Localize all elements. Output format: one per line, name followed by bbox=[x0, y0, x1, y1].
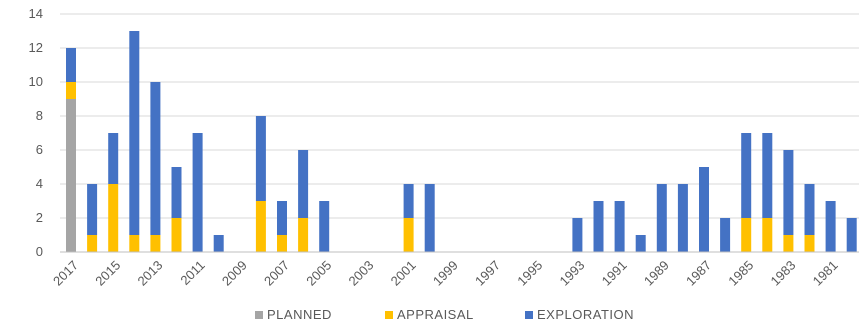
bar-exploration-1991 bbox=[614, 201, 625, 252]
y-tick-label: 10 bbox=[29, 74, 43, 89]
x-tick-label: 1987 bbox=[683, 258, 714, 289]
bar-exploration-2010 bbox=[213, 235, 224, 252]
legend-swatch-appraisal bbox=[385, 311, 393, 319]
x-tick-label: 2009 bbox=[219, 258, 250, 289]
bar-exploration-1986 bbox=[720, 218, 731, 252]
bar-appraisal-1983 bbox=[783, 235, 794, 252]
bar-appraisal-1984 bbox=[762, 218, 773, 252]
bar-exploration-2014 bbox=[129, 31, 140, 235]
bar-appraisal-2017 bbox=[66, 82, 76, 99]
y-tick-label: 12 bbox=[29, 40, 43, 55]
bar-exploration-2006 bbox=[298, 150, 309, 218]
bar-exploration-2000 bbox=[424, 184, 435, 252]
bar-appraisal-2016 bbox=[87, 235, 98, 252]
x-tick-label: 2005 bbox=[303, 258, 334, 289]
bar-appraisal-2006 bbox=[298, 218, 309, 252]
legend-label-planned: PLANNED bbox=[267, 307, 332, 322]
bar-exploration-2001 bbox=[403, 184, 414, 218]
x-tick-label: 2003 bbox=[345, 258, 376, 289]
legend-swatch-planned bbox=[255, 311, 263, 319]
x-tick-label: 1981 bbox=[810, 258, 841, 289]
x-tick-label: 1995 bbox=[514, 258, 545, 289]
bar-exploration-2017 bbox=[66, 48, 76, 82]
x-tick-label: 1983 bbox=[767, 258, 798, 289]
x-tick-label: 1999 bbox=[430, 258, 461, 289]
x-tick-label: 2017 bbox=[50, 258, 81, 289]
bar-exploration-1992 bbox=[593, 201, 604, 252]
bar-exploration-2008 bbox=[255, 116, 266, 201]
bar-appraisal-1985 bbox=[741, 218, 752, 252]
x-tick-label: 1991 bbox=[599, 258, 630, 289]
y-tick-label: 6 bbox=[36, 142, 43, 157]
bar-exploration-2005 bbox=[319, 201, 330, 252]
bar-appraisal-2014 bbox=[129, 235, 140, 252]
bar-exploration-2016 bbox=[87, 184, 98, 235]
bar-exploration-1981 bbox=[825, 201, 836, 252]
bar-exploration-2013 bbox=[150, 82, 161, 235]
y-tick-label: 4 bbox=[36, 176, 43, 191]
bar-exploration-1993 bbox=[572, 218, 583, 252]
bar-exploration-1984 bbox=[762, 133, 773, 218]
x-tick-label: 2011 bbox=[177, 258, 207, 288]
bar-appraisal-2012 bbox=[171, 218, 182, 252]
bar-exploration-1988 bbox=[677, 184, 688, 252]
bar-planned-2017 bbox=[66, 99, 76, 252]
y-tick-label: 14 bbox=[29, 6, 43, 21]
y-tick-label: 2 bbox=[36, 210, 43, 225]
bar-exploration-1982 bbox=[804, 184, 815, 235]
bar-exploration-1990 bbox=[635, 235, 646, 252]
bar-exploration-2015 bbox=[108, 133, 119, 184]
x-tick-label: 2015 bbox=[92, 258, 123, 289]
legend-label-appraisal: APPRAISAL bbox=[397, 307, 474, 322]
bar-exploration-1987 bbox=[699, 167, 709, 252]
bar-appraisal-2007 bbox=[277, 235, 287, 252]
bar-exploration-1983 bbox=[783, 150, 794, 235]
x-tick-label: 2001 bbox=[388, 258, 419, 289]
y-tick-label: 0 bbox=[36, 244, 43, 259]
x-tick-label: 1989 bbox=[641, 258, 672, 289]
bar-appraisal-2001 bbox=[403, 218, 414, 252]
x-tick-label: 2007 bbox=[261, 258, 292, 289]
bar-exploration-1980 bbox=[846, 218, 857, 252]
x-tick-label: 2013 bbox=[134, 258, 165, 289]
x-tick-label: 1993 bbox=[556, 258, 587, 289]
legend-swatch-exploration bbox=[525, 311, 533, 319]
y-tick-label: 8 bbox=[36, 108, 43, 123]
bar-exploration-2011 bbox=[192, 133, 203, 252]
legend: PLANNED APPRAISAL EXPLORATION bbox=[255, 307, 634, 322]
bar-appraisal-2008 bbox=[255, 201, 266, 252]
bars bbox=[66, 31, 857, 252]
x-tick-label: 1985 bbox=[725, 258, 756, 289]
bar-appraisal-1982 bbox=[804, 235, 815, 252]
x-tick-label: 1997 bbox=[472, 258, 503, 289]
bar-exploration-2007 bbox=[277, 201, 287, 235]
bar-exploration-2012 bbox=[171, 167, 182, 218]
legend-label-exploration: EXPLORATION bbox=[537, 307, 634, 322]
bar-exploration-1989 bbox=[656, 184, 667, 252]
bar-appraisal-2013 bbox=[150, 235, 161, 252]
bar-appraisal-2015 bbox=[108, 184, 119, 252]
bar-exploration-1985 bbox=[741, 133, 752, 218]
